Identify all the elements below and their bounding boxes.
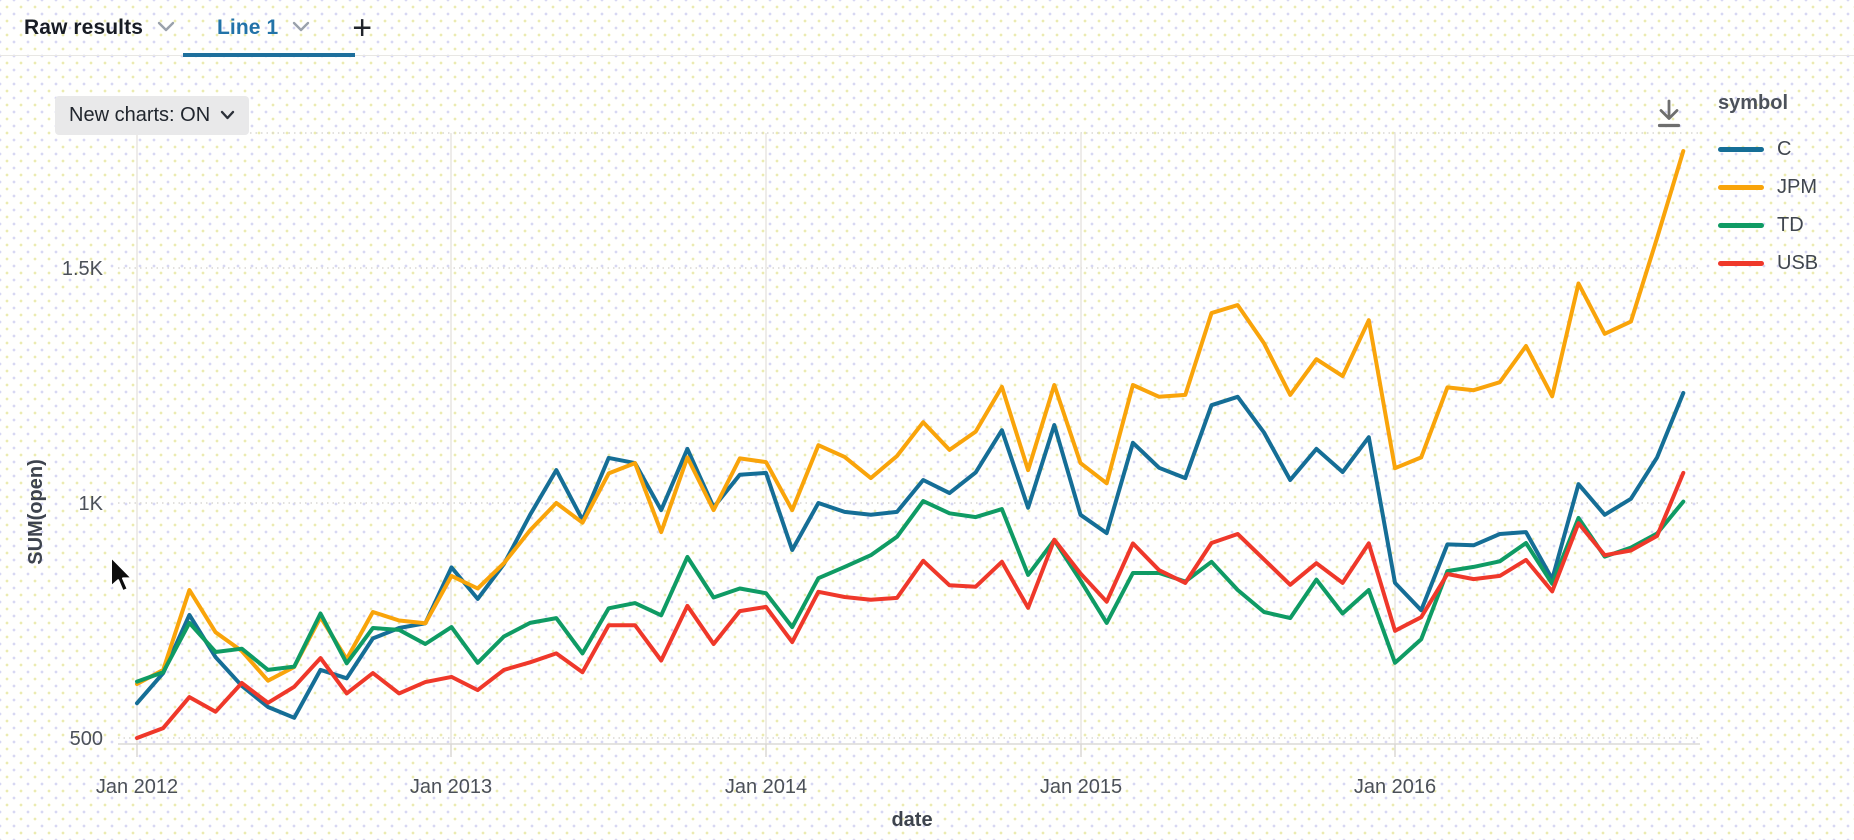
tab-bar: Raw results Line 1 + [0,0,1854,57]
legend-swatch [1718,185,1764,190]
x-tick-2015: Jan 2015 [1040,776,1122,798]
y-tick-1000: 1K [79,493,104,515]
legend-entry-td[interactable]: TD [1718,214,1818,236]
new-charts-toggle[interactable]: New charts: ON [55,96,250,135]
tab-line-1[interactable]: Line 1 [182,0,355,57]
tab-raw-results[interactable]: Raw results [24,0,175,56]
tab-line-1-label: Line 1 [216,15,279,39]
new-charts-toggle-label: New charts: ON [69,104,211,126]
x-tick-2013: Jan 2013 [410,776,492,798]
series-line-usb [135,470,1686,740]
legend: symbol C JPM TD USB [1718,92,1818,291]
x-tick-2014: Jan 2014 [725,776,807,798]
legend-entry-c[interactable]: C [1718,138,1818,160]
add-tab-button[interactable]: + [346,0,378,56]
chevron-down-icon[interactable] [157,19,175,37]
legend-entries: C JPM TD USB [1718,138,1819,274]
series-line-jpm [135,149,1686,686]
legend-label: USB [1777,252,1819,274]
chart-gridlines [118,132,1700,757]
chevron-down-icon[interactable] [292,19,310,37]
y-axis-title: SUM(open) [25,459,47,565]
legend-label: TD [1777,214,1804,236]
active-tab-underline [182,52,355,57]
x-axis-title: date [891,809,932,831]
legend-label: C [1777,138,1792,160]
x-tick-2012: Jan 2012 [96,776,178,798]
chart-series-lines [135,149,1686,740]
legend-swatch [1718,147,1764,152]
legend-swatch [1718,261,1764,266]
y-tick-1500: 1.5K [62,258,104,280]
legend-entry-jpm[interactable]: JPM [1718,176,1818,198]
x-tick-2016: Jan 2016 [1354,776,1436,798]
series-line-td [135,499,1686,684]
legend-swatch [1718,223,1764,228]
tab-raw-results-label: Raw results [24,15,143,39]
y-tick-500: 500 [70,728,103,750]
legend-label: JPM [1777,176,1817,198]
chevron-down-icon [220,108,235,123]
legend-title: symbol [1718,92,1789,114]
legend-entry-usb[interactable]: USB [1718,252,1819,274]
download-icon [1657,99,1681,128]
download-button[interactable] [1648,94,1690,136]
